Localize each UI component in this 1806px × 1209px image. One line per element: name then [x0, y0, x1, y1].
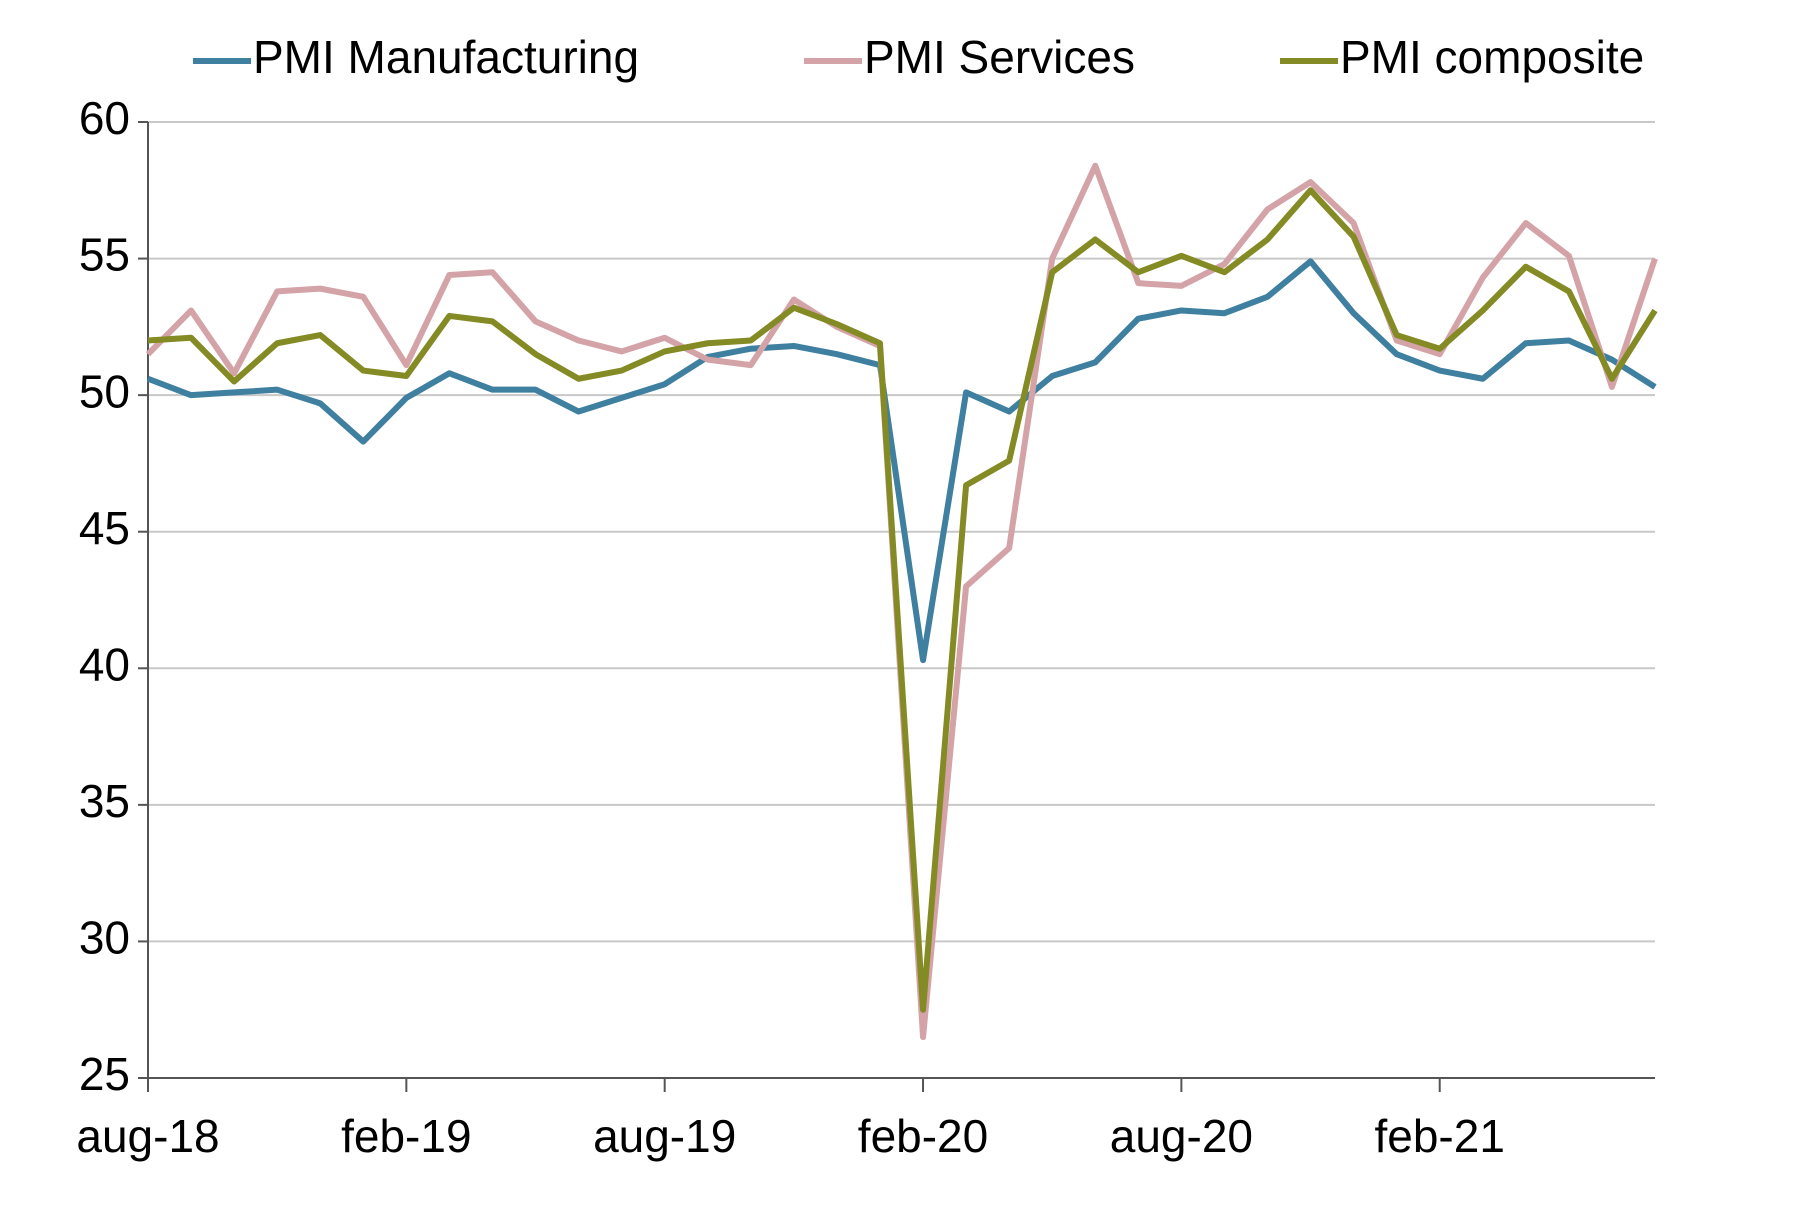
line-series	[145, 162, 1658, 1041]
y-tick-label: 50	[79, 365, 130, 417]
x-tick-label: feb-21	[1374, 1110, 1504, 1162]
x-tick-label: feb-20	[858, 1110, 988, 1162]
x-tick-label: aug-20	[1110, 1110, 1253, 1162]
x-tick-label: feb-19	[341, 1110, 471, 1162]
line-series	[146, 258, 1657, 664]
y-tick-label: 25	[79, 1048, 130, 1100]
y-tick-label: 45	[79, 502, 130, 554]
line-series	[147, 187, 1658, 1013]
y-tick-label: 30	[79, 912, 130, 964]
legend-label: PMI Manufacturing	[253, 31, 639, 83]
x-tick-label: aug-19	[593, 1110, 736, 1162]
y-tick-label: 55	[79, 229, 130, 281]
x-tick-label: aug-18	[76, 1110, 219, 1162]
legend-label: PMI Services	[864, 31, 1135, 83]
legend-label: PMI composite	[1340, 31, 1644, 83]
y-tick-label: 60	[79, 92, 130, 144]
y-tick-label: 35	[79, 775, 130, 827]
y-tick-label: 40	[79, 638, 130, 690]
